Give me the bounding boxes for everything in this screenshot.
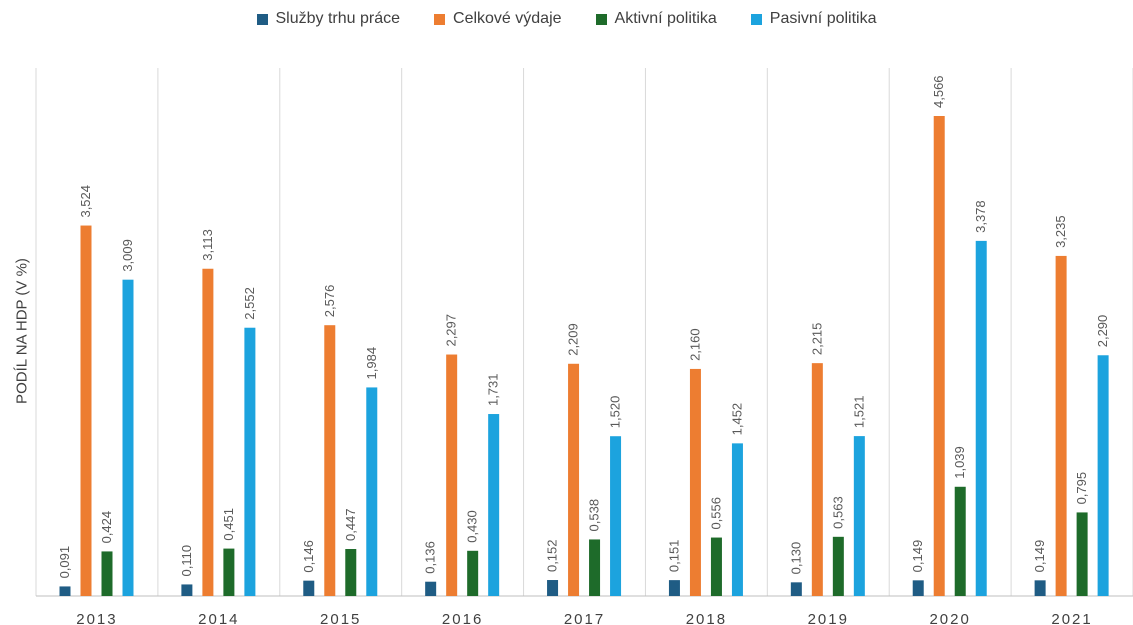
x-tick-label: 2021 bbox=[1051, 611, 1092, 625]
data-label: 0,149 bbox=[910, 540, 925, 573]
x-tick-label: 2014 bbox=[198, 611, 239, 625]
legend-item-celkove: Celkové výdaje bbox=[434, 10, 562, 28]
bar bbox=[811, 363, 823, 596]
data-label: 1,984 bbox=[364, 347, 379, 380]
bar bbox=[59, 586, 71, 596]
bar bbox=[366, 387, 378, 596]
bar bbox=[933, 116, 945, 596]
x-tick-label: 2020 bbox=[929, 611, 970, 625]
bar bbox=[244, 327, 256, 596]
bar bbox=[912, 580, 924, 596]
data-label: 0,152 bbox=[545, 539, 560, 572]
bar bbox=[488, 414, 500, 596]
bar bbox=[101, 551, 113, 596]
bar bbox=[1034, 580, 1046, 596]
data-label: 2,290 bbox=[1095, 315, 1110, 348]
x-tick-label: 2013 bbox=[76, 611, 117, 625]
bar bbox=[345, 549, 357, 596]
bar bbox=[589, 539, 601, 596]
data-label: 0,146 bbox=[301, 540, 316, 573]
data-label: 0,151 bbox=[666, 540, 681, 573]
x-tick-label: 2019 bbox=[808, 611, 849, 625]
data-label: 3,235 bbox=[1053, 215, 1068, 248]
data-label: 0,091 bbox=[57, 546, 72, 579]
bar bbox=[689, 368, 701, 596]
legend-label: Aktivní politika bbox=[614, 10, 717, 27]
data-label: 1,039 bbox=[952, 446, 967, 479]
bar bbox=[1097, 355, 1109, 596]
bar bbox=[790, 582, 802, 596]
legend-swatch bbox=[750, 13, 762, 25]
data-label: 0,556 bbox=[708, 497, 723, 530]
x-tick-label: 2016 bbox=[442, 611, 483, 625]
data-label: 1,452 bbox=[729, 403, 744, 436]
data-label: 3,113 bbox=[200, 229, 215, 261]
data-label: 3,009 bbox=[120, 239, 135, 272]
bar bbox=[975, 240, 987, 596]
data-label: 0,149 bbox=[1032, 540, 1047, 573]
bar bbox=[568, 363, 580, 596]
bar bbox=[202, 268, 214, 596]
bar bbox=[954, 486, 966, 596]
data-label: 0,130 bbox=[788, 542, 803, 575]
bar bbox=[710, 537, 722, 596]
data-label: 0,538 bbox=[587, 499, 602, 532]
legend-label: Celkové výdaje bbox=[453, 10, 562, 27]
bar bbox=[1076, 512, 1088, 596]
data-label: 1,731 bbox=[486, 373, 501, 406]
data-label: 0,795 bbox=[1074, 472, 1089, 505]
legend-swatch bbox=[595, 13, 607, 25]
bar bbox=[303, 580, 315, 596]
data-label: 3,524 bbox=[78, 185, 93, 218]
data-label: 0,563 bbox=[830, 496, 845, 529]
bar bbox=[324, 325, 336, 596]
data-label: 0,451 bbox=[221, 508, 236, 541]
data-label: 2,576 bbox=[322, 285, 337, 318]
legend-swatch bbox=[434, 13, 446, 25]
legend-label: Služby trhu práce bbox=[275, 10, 401, 27]
data-label: 2,215 bbox=[809, 323, 824, 356]
bar bbox=[467, 550, 479, 596]
data-label: 0,447 bbox=[343, 508, 358, 541]
data-label: 1,520 bbox=[608, 396, 623, 429]
bar bbox=[731, 443, 743, 596]
bar bbox=[547, 580, 559, 596]
x-tick-label: 2017 bbox=[564, 611, 605, 625]
data-label: 0,136 bbox=[423, 541, 438, 574]
legend-item-sluzby: Služby trhu práce bbox=[256, 10, 401, 28]
data-label: 2,160 bbox=[687, 328, 702, 361]
legend-swatch bbox=[256, 13, 268, 25]
x-tick-label: 2015 bbox=[320, 611, 361, 625]
bar bbox=[446, 354, 458, 596]
data-label: 2,552 bbox=[242, 287, 257, 320]
bar bbox=[181, 584, 193, 596]
legend-item-pasivni: Pasivní politika bbox=[750, 10, 877, 28]
data-label: 1,521 bbox=[851, 396, 866, 429]
data-label: 0,430 bbox=[465, 510, 480, 543]
bar bbox=[223, 548, 235, 596]
bar bbox=[832, 536, 844, 596]
data-label: 3,378 bbox=[973, 200, 988, 233]
data-label: 2,297 bbox=[444, 314, 459, 347]
bar bbox=[122, 279, 134, 596]
bar bbox=[1055, 255, 1067, 597]
data-label: 4,566 bbox=[931, 75, 946, 108]
bar bbox=[425, 581, 437, 596]
bar bbox=[853, 436, 865, 596]
legend: Služby trhu práce Celkové výdaje Aktivní… bbox=[0, 10, 1133, 28]
bar bbox=[80, 225, 92, 596]
data-label: 0,424 bbox=[99, 511, 114, 544]
x-tick-label: 2018 bbox=[686, 611, 727, 625]
data-label: 2,209 bbox=[566, 323, 581, 356]
bar bbox=[610, 436, 622, 596]
legend-label: Pasivní politika bbox=[769, 10, 877, 27]
bar bbox=[668, 580, 680, 596]
data-label: 0,110 bbox=[179, 545, 194, 577]
legend-item-aktivni: Aktivní politika bbox=[595, 10, 717, 28]
